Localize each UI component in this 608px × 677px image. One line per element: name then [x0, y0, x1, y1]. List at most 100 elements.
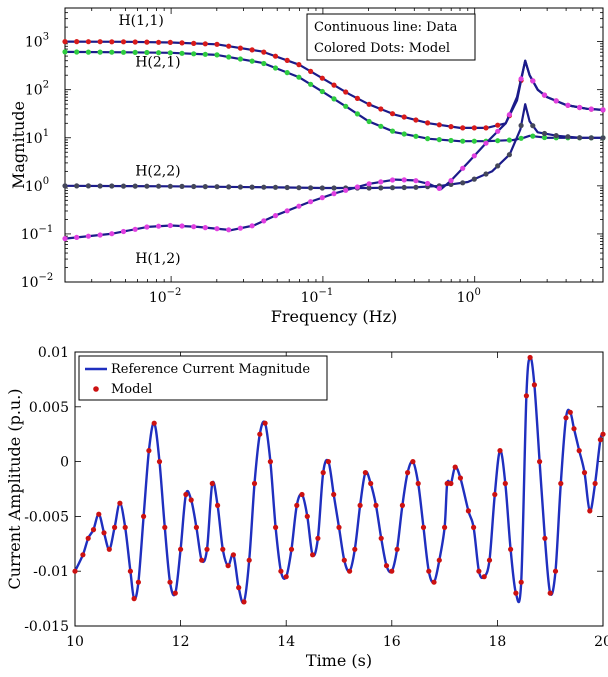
bottom-model-dot — [383, 563, 390, 569]
top-model-dot — [179, 50, 185, 56]
top-model-dot — [600, 107, 606, 113]
top-model-dot — [62, 49, 68, 55]
top-model-dot — [132, 49, 138, 56]
bottom-model-dot — [241, 599, 247, 605]
top-model-dot — [436, 122, 442, 128]
bottom-model-dot — [513, 590, 519, 596]
top-model-dot — [308, 185, 314, 191]
top-model-dot — [156, 183, 162, 189]
bottom-model-dot — [299, 491, 305, 498]
bottom-model-dot — [188, 497, 194, 503]
top-model-dot — [296, 62, 302, 68]
top-series-label: H(1,2) — [135, 251, 180, 267]
top-model-dot — [214, 184, 220, 190]
bottom-chart-panel: 10 12 14 16 18 20 -0.015 -0.01 -0.005 0 0.005 0.01… — [5, 345, 608, 670]
top-model-dot — [389, 185, 396, 191]
top-model-dot — [120, 39, 127, 45]
top-model-dot — [506, 152, 512, 158]
top-model-dot — [448, 124, 454, 130]
bottom-model-dot — [394, 546, 400, 552]
top-model-dot — [214, 226, 220, 232]
top-model-dot — [226, 184, 232, 190]
bottom-model-dot — [523, 393, 530, 399]
bottom-model-dot — [135, 579, 141, 585]
bottom-model-dot — [581, 470, 588, 476]
top-model-dot — [413, 184, 419, 190]
top-model-dot — [366, 185, 372, 191]
top-model-dot — [495, 122, 501, 128]
top-model-dot — [167, 183, 173, 189]
top-model-dot — [518, 135, 524, 141]
bottom-ylabel: Current Amplitude (p.u.) — [5, 388, 24, 589]
bottom-model-dot — [72, 568, 78, 574]
bottom-model-dot — [558, 480, 564, 487]
top-model-dot — [85, 39, 91, 45]
bottom-model-dot — [320, 470, 326, 476]
bottom-y-tick-label: -0.01 — [33, 564, 69, 580]
bottom-model-dot — [230, 552, 236, 558]
bottom-model-dot — [481, 574, 487, 580]
top-model-dot — [202, 225, 208, 231]
bottom-y-tick-label: -0.005 — [24, 509, 69, 525]
top-model-dot — [460, 125, 466, 131]
top-model-dot — [272, 53, 279, 59]
top-model-dot — [167, 222, 173, 229]
top-model-dot — [460, 180, 466, 186]
top-series-label: H(2,1) — [135, 55, 180, 71]
top-model-dot — [343, 103, 349, 109]
top-model-dot — [191, 183, 197, 190]
bottom-model-dot — [373, 502, 379, 508]
top-model-dot — [331, 82, 337, 88]
bottom-plot-frame — [74, 351, 604, 627]
top-model-dot — [319, 88, 325, 95]
top-model-dot — [530, 78, 536, 84]
top-model-dot — [272, 213, 279, 219]
top-model-dot — [202, 41, 208, 47]
bottom-model-dot — [178, 546, 184, 552]
bottom-model-dot — [436, 557, 442, 563]
top-model-dot — [366, 181, 372, 187]
bottom-model-dot — [117, 500, 123, 506]
top-model-dot — [167, 50, 173, 56]
bottom-model-dot — [600, 431, 606, 437]
top-model-dot — [436, 185, 442, 191]
top-model-dot — [331, 96, 337, 102]
top-model-dot — [284, 184, 290, 191]
top-model-dot — [237, 225, 243, 231]
bottom-model-dot — [420, 524, 427, 531]
bottom-model-dot — [352, 546, 358, 552]
top-model-dot — [202, 51, 208, 57]
bottom-model-dot — [547, 590, 553, 596]
top-model-dot — [518, 122, 524, 129]
bottom-model-dot — [415, 480, 421, 487]
bottom-model-dot — [444, 480, 450, 487]
top-y-tick-label: 100 — [25, 176, 49, 195]
bottom-model-dot — [592, 480, 598, 487]
bottom-model-dot — [476, 568, 482, 574]
bottom-model-dot — [167, 579, 173, 585]
bottom-model-dot — [597, 437, 604, 443]
bottom-model-dot — [304, 513, 310, 520]
top-model-dot — [109, 183, 115, 189]
bottom-model-dot — [357, 502, 363, 508]
top-legend-line2: Colored Dots: Model — [314, 41, 450, 56]
top-model-dot — [85, 49, 91, 55]
bottom-model-dot — [294, 502, 300, 508]
top-model-dot — [308, 81, 314, 87]
top-model-dot — [600, 135, 606, 141]
top-model-dot — [97, 183, 103, 189]
bottom-model-dot — [162, 524, 168, 531]
top-model-dot — [483, 171, 489, 177]
top-model-dot — [261, 49, 267, 55]
bottom-model-dot — [542, 535, 548, 541]
top-model-dot — [156, 50, 162, 56]
top-model-dot — [319, 195, 325, 201]
top-model-dot — [460, 138, 466, 144]
bottom-model-dot — [571, 426, 577, 432]
bottom-model-dot — [193, 524, 199, 531]
bottom-model-dot — [341, 557, 347, 563]
top-model-dot — [214, 41, 220, 47]
top-model-dot — [401, 177, 407, 183]
top-model-dot — [132, 183, 138, 189]
